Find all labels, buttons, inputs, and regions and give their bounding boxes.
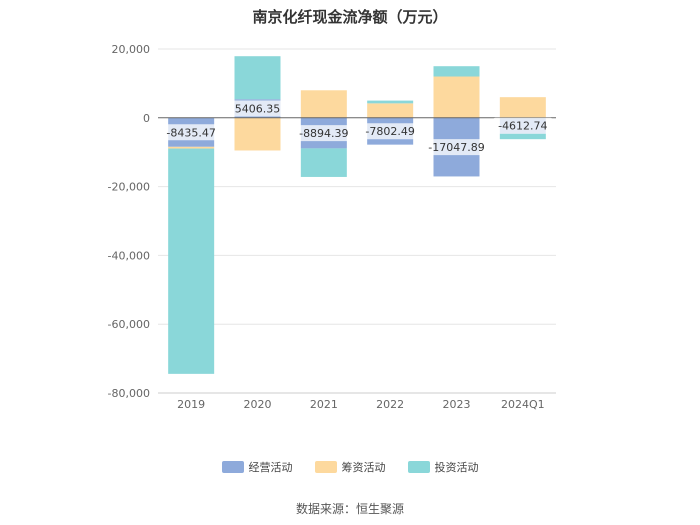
bar-筹资活动-2019[interactable] bbox=[168, 146, 215, 149]
source-note: 数据来源：恒生聚源 bbox=[295, 502, 404, 516]
x-tick-label: 2022 bbox=[376, 398, 404, 411]
legend-swatch-operating bbox=[221, 461, 244, 473]
legend-item-operating[interactable]: 经营活动 bbox=[221, 459, 293, 475]
bar-投资活动-2024Q1[interactable] bbox=[499, 133, 546, 140]
legend-label-operating: 经营活动 bbox=[248, 461, 293, 474]
bar-投资活动-2020[interactable] bbox=[234, 56, 281, 100]
legend-swatch-financing bbox=[314, 461, 337, 473]
y-tick-label: -60,000 bbox=[108, 318, 150, 331]
data-label-bg bbox=[231, 100, 284, 117]
legend-label-investing: 投资活动 bbox=[434, 461, 479, 474]
bar-筹资活动-2021[interactable] bbox=[300, 90, 347, 118]
bar-投资活动-2019[interactable] bbox=[168, 148, 215, 374]
legend: 经营活动 筹资活动 投资活动 bbox=[0, 459, 700, 475]
bar-投资活动-2021[interactable] bbox=[300, 148, 347, 177]
y-tick-label: -20,000 bbox=[108, 181, 150, 194]
grid-layer bbox=[158, 48, 556, 394]
y-tick-label: -40,000 bbox=[108, 249, 150, 262]
data-label-bg bbox=[294, 125, 354, 142]
data-label-2020: 5406.35 bbox=[235, 103, 281, 116]
data-label-2022: -7802.49 bbox=[365, 125, 414, 138]
bar-投资活动-2023[interactable] bbox=[433, 66, 480, 77]
x-tick-label: 2023 bbox=[443, 398, 471, 411]
legend-label-financing: 筹资活动 bbox=[341, 461, 386, 474]
y-tick-label: 0 bbox=[143, 112, 150, 125]
legend-item-financing[interactable]: 筹资活动 bbox=[314, 459, 386, 475]
x-tick-label: 2020 bbox=[244, 398, 272, 411]
y-tick-label: 20,000 bbox=[112, 43, 151, 56]
bar-筹资活动-2023[interactable] bbox=[433, 76, 480, 118]
data-label-2023: -17047.89 bbox=[428, 141, 484, 154]
data-label-2024Q1: -4612.74 bbox=[498, 120, 547, 133]
axis-layer: 20,000 0 -20,000 -40,000 -60,000 -80,000 2019 2… bbox=[108, 43, 556, 411]
data-label-2019: -8435.47 bbox=[166, 126, 215, 139]
x-tick-label: 2024Q1 bbox=[501, 398, 545, 411]
bar-layer bbox=[168, 56, 546, 374]
bar-筹资活动-2022[interactable] bbox=[367, 103, 414, 118]
chart-title: 南京化纤现金流净额（万元） bbox=[252, 8, 448, 26]
data-label-bg bbox=[423, 139, 490, 156]
data-label-bg bbox=[493, 117, 553, 134]
x-tick-label: 2021 bbox=[310, 398, 338, 411]
legend-swatch-investing bbox=[407, 461, 430, 473]
legend-item-investing[interactable]: 投资活动 bbox=[407, 459, 479, 475]
data-label-bg bbox=[161, 124, 221, 141]
bar-筹资活动-2020[interactable] bbox=[234, 117, 281, 151]
data-label-2021: -8894.39 bbox=[299, 127, 348, 140]
bar-筹资活动-2024Q1[interactable] bbox=[499, 97, 546, 118]
data-label-bg bbox=[360, 123, 420, 140]
bar-投资活动-2022[interactable] bbox=[367, 100, 414, 104]
label-layer: -8435.47 5406.35 -8894.39 -7802.49 -17047.89… bbox=[161, 100, 553, 156]
y-tick-label: -80,000 bbox=[108, 387, 150, 400]
x-tick-label: 2019 bbox=[177, 398, 205, 411]
